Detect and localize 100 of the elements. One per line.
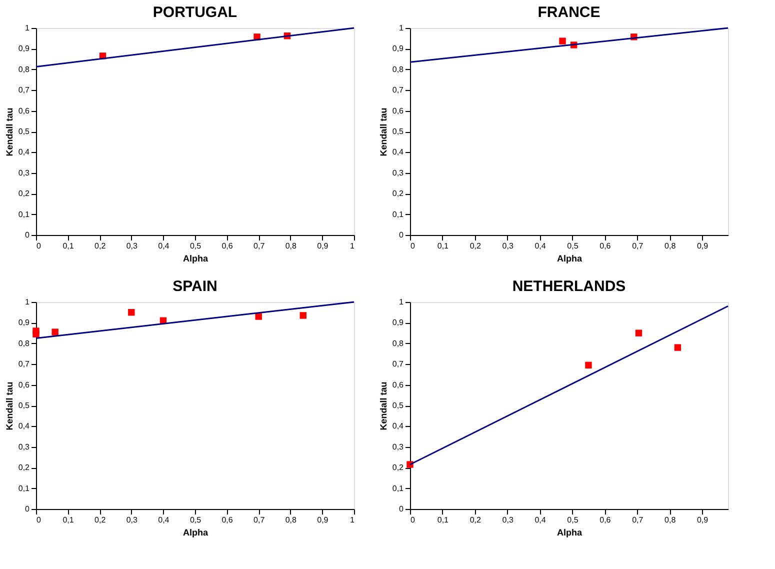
- x-tick-label: 0,3: [126, 516, 138, 524]
- x-axis-title: Alpha: [182, 528, 209, 538]
- point: [52, 328, 58, 336]
- point: [300, 312, 306, 319]
- x-tick-label: 0,6: [222, 242, 234, 250]
- y-tick-label: 0,4: [392, 148, 404, 157]
- y-tick-label: 0,3: [392, 442, 404, 452]
- y-tick-label: 0,2: [18, 189, 30, 198]
- y-tick-label: 0,1: [392, 210, 404, 219]
- x-tick-label: 0,1: [437, 516, 450, 524]
- y-tick-label: 0,7: [18, 360, 30, 369]
- y-tick-label: 0,6: [392, 106, 404, 116]
- x-tick-label: 0,7: [632, 242, 644, 250]
- y-tick-label: 1: [25, 298, 30, 306]
- x-tick-label: 0,9: [317, 516, 329, 524]
- x-tick-label: 0,8: [664, 242, 676, 250]
- x-tick-label: 0,2: [94, 516, 106, 524]
- x-tick-label: 0: [36, 516, 42, 524]
- x-tick-label: 0,4: [534, 516, 546, 524]
- point: [32, 328, 40, 334]
- y-tick-label: 0,7: [392, 360, 404, 369]
- y-tick-label: 0,3: [18, 168, 30, 178]
- x-tick-label: 0,1: [437, 242, 450, 250]
- y-tick-label: 0,9: [392, 44, 404, 54]
- y-axis-title: Kendall tau: [4, 382, 14, 430]
- x-tick-label: 0,4: [158, 242, 170, 250]
- y-tick-label: 1: [399, 298, 404, 306]
- x-axis-title: Alpha: [182, 254, 209, 264]
- y-tick-label: 0,4: [392, 422, 404, 431]
- x-tick-label: 0,8: [285, 242, 298, 250]
- y-tick-label: 0,6: [18, 106, 30, 116]
- y-tick-label: 0,8: [18, 64, 30, 74]
- chart-title: PORTUGAL: [152, 4, 238, 21]
- x-tick-label: 0: [410, 242, 416, 250]
- chart-title: NETHERLANDS: [512, 278, 626, 295]
- x-tick-label: 0,5: [567, 242, 579, 250]
- y-tick-label: 0,2: [392, 189, 404, 198]
- x-axis-title: Alpha: [556, 254, 583, 264]
- point: [559, 38, 566, 44]
- point: [585, 362, 592, 368]
- x-tick-label: 0,3: [502, 516, 514, 524]
- y-tick-label: 0,3: [392, 168, 404, 178]
- y-tick-label: 0,7: [18, 86, 30, 95]
- y-tick-label: 0,9: [18, 44, 30, 54]
- x-tick-label: 0: [410, 516, 416, 524]
- x-tick-label: 0,5: [567, 516, 579, 524]
- x-tick-label: 0,3: [502, 242, 514, 250]
- x-tick-label: 0,6: [222, 516, 234, 524]
- x-axis-title: Alpha: [556, 528, 583, 538]
- x-tick-label: 0,9: [696, 516, 709, 524]
- x-tick-label: 0,7: [632, 516, 644, 524]
- y-tick-label: 0,4: [18, 148, 30, 157]
- y-tick-label: 0,2: [18, 463, 30, 472]
- x-tick-label: 0,8: [285, 516, 298, 524]
- x-tick-label: 0,6: [600, 516, 612, 524]
- y-tick-label: 1: [25, 24, 30, 32]
- x-tick-label: 0,5: [190, 242, 202, 250]
- y-tick-label: 0: [399, 504, 404, 514]
- x-tick-label: 0,2: [470, 242, 482, 250]
- y-tick-label: 0,9: [392, 318, 404, 328]
- y-tick-label: 0,5: [18, 401, 30, 410]
- x-tick-label: 0,7: [254, 516, 266, 524]
- y-tick-label: 0,1: [18, 484, 30, 493]
- x-tick-label: 0,2: [94, 242, 106, 250]
- y-tick-label: 1: [399, 24, 404, 32]
- y-tick-label: 0,1: [392, 484, 404, 493]
- x-tick-label: 0,7: [254, 242, 266, 250]
- y-tick-label: 0: [25, 504, 30, 514]
- x-tick-label: 0,8: [664, 516, 676, 524]
- y-tick-label: 0,6: [392, 380, 404, 390]
- y-tick-label: 0,9: [18, 318, 30, 328]
- x-tick-label: 0,3: [126, 242, 138, 250]
- x-tick-label: 1: [350, 242, 356, 250]
- x-tick-label: 0,2: [470, 516, 482, 524]
- y-tick-label: 0,1: [18, 210, 30, 219]
- point: [128, 308, 135, 316]
- y-axis-title: Kendall tau: [378, 382, 388, 430]
- x-tick-label: 0: [36, 242, 42, 250]
- x-tick-label: 0,9: [696, 242, 709, 250]
- x-tick-label: 0,9: [317, 242, 329, 250]
- x-tick-label: 1: [350, 516, 356, 524]
- point: [255, 313, 262, 320]
- y-tick-label: 0,4: [18, 422, 30, 431]
- x-tick-label: 0,6: [600, 242, 612, 250]
- y-tick-label: 0,8: [18, 338, 30, 348]
- chart-title: FRANCE: [538, 4, 600, 21]
- y-tick-label: 0,2: [392, 463, 404, 472]
- y-tick-label: 0,8: [392, 64, 404, 74]
- y-tick-label: 0,7: [392, 86, 404, 95]
- point: [635, 330, 642, 336]
- chart-title: SPAIN: [172, 278, 218, 295]
- x-tick-label: 0,1: [62, 242, 74, 250]
- y-tick-label: 0,8: [392, 338, 404, 348]
- y-tick-label: 0,3: [18, 442, 30, 452]
- x-tick-label: 0,1: [62, 516, 74, 524]
- y-tick-label: 0,5: [392, 127, 404, 136]
- x-tick-label: 0,4: [534, 242, 546, 250]
- y-tick-label: 0: [399, 230, 404, 240]
- y-tick-label: 0,6: [18, 380, 30, 390]
- y-tick-label: 0: [25, 230, 30, 240]
